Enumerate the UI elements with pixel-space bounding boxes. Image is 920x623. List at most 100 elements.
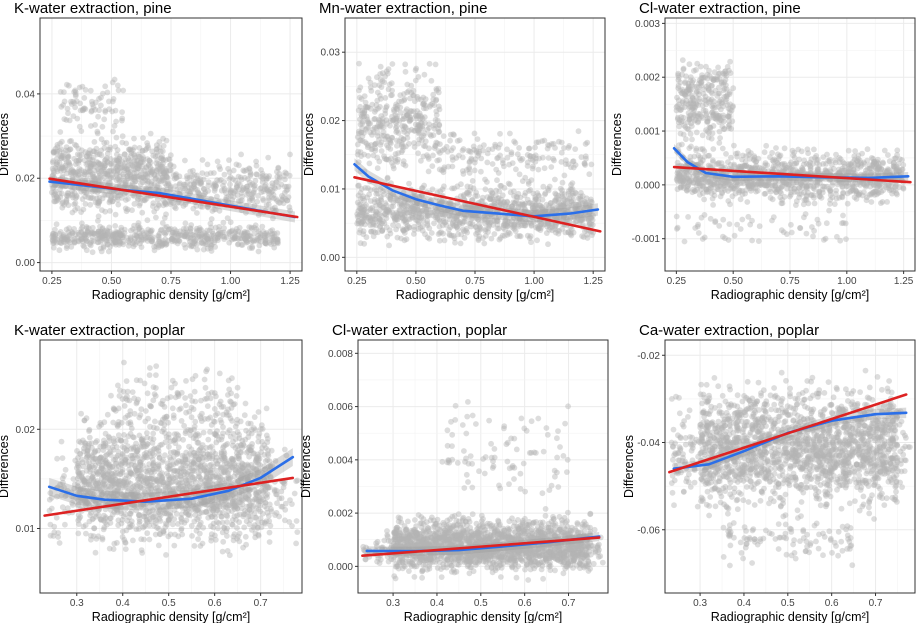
data-point <box>153 146 160 153</box>
data-point <box>494 221 501 228</box>
data-point <box>279 193 285 199</box>
data-point <box>95 178 102 185</box>
data-point <box>227 219 234 226</box>
data-point <box>683 187 690 194</box>
data-point <box>148 238 155 244</box>
data-point <box>710 157 716 164</box>
data-point <box>272 204 278 211</box>
data-point <box>388 203 395 210</box>
data-point <box>263 186 270 193</box>
data-point <box>442 209 449 216</box>
data-point <box>148 178 155 185</box>
data-point <box>508 221 514 228</box>
data-point <box>889 190 895 197</box>
data-point <box>374 198 381 204</box>
data-point <box>230 234 236 241</box>
data-point <box>417 122 423 129</box>
data-point <box>145 170 151 177</box>
data-point <box>151 171 158 178</box>
data-point <box>179 232 186 239</box>
data-point <box>138 163 145 170</box>
data-point <box>242 231 249 238</box>
data-point <box>173 175 180 181</box>
data-point <box>556 215 563 222</box>
data-point <box>141 232 148 238</box>
data-point <box>761 191 768 197</box>
data-point <box>137 159 144 166</box>
data-point <box>125 166 131 173</box>
data-point <box>514 194 521 201</box>
data-point <box>250 190 257 197</box>
data-point <box>121 184 128 191</box>
data-point <box>579 193 586 200</box>
data-point <box>395 222 402 229</box>
data-point <box>357 121 364 128</box>
data-point <box>50 230 57 237</box>
data-point <box>258 184 265 191</box>
data-point <box>162 236 169 243</box>
data-point <box>556 228 563 234</box>
data-point <box>209 228 216 235</box>
data-point <box>266 239 273 246</box>
data-point <box>517 233 524 240</box>
data-point <box>84 165 91 172</box>
data-point <box>228 187 234 194</box>
data-point <box>696 191 703 198</box>
data-point <box>389 160 395 166</box>
data-point <box>461 214 467 221</box>
data-point <box>561 196 568 203</box>
data-point <box>127 235 134 242</box>
data-point <box>530 163 536 170</box>
data-point <box>452 222 458 229</box>
data-point <box>554 194 560 201</box>
data-point <box>426 235 433 242</box>
data-point <box>149 236 156 243</box>
data-point <box>532 201 539 208</box>
data-point <box>133 233 140 240</box>
data-point <box>192 238 199 244</box>
data-point <box>76 84 83 91</box>
data-point <box>86 168 93 175</box>
data-point <box>689 136 695 143</box>
data-point <box>474 193 481 199</box>
data-point <box>756 223 763 230</box>
data-point <box>199 170 206 177</box>
data-point <box>94 235 101 242</box>
data-point <box>78 128 85 135</box>
data-point <box>455 231 461 238</box>
data-point <box>798 148 805 155</box>
data-point <box>418 214 425 221</box>
data-point <box>689 189 696 196</box>
data-point <box>271 230 278 237</box>
data-point <box>253 171 260 178</box>
data-point <box>155 232 162 239</box>
data-point <box>492 143 499 150</box>
data-point <box>201 234 208 241</box>
data-point <box>572 190 579 197</box>
data-point <box>396 214 403 221</box>
data-point <box>136 162 142 169</box>
data-point <box>513 166 519 173</box>
data-point <box>515 200 522 207</box>
data-point <box>221 225 227 232</box>
data-point <box>203 231 209 238</box>
data-point <box>380 188 386 195</box>
data-point <box>117 232 124 239</box>
data-point <box>217 176 224 183</box>
data-point <box>522 217 529 224</box>
data-point <box>260 197 267 204</box>
data-point <box>147 186 154 193</box>
data-point <box>543 230 550 237</box>
data-point <box>107 198 113 204</box>
data-point <box>412 203 418 210</box>
data-point <box>394 216 401 223</box>
data-point <box>184 188 191 194</box>
data-point <box>520 202 527 208</box>
data-point <box>104 171 111 178</box>
data-point <box>558 202 565 209</box>
data-point <box>464 229 470 236</box>
data-point <box>818 194 825 201</box>
data-point <box>187 190 193 197</box>
data-point <box>378 148 385 154</box>
data-point <box>102 208 109 215</box>
